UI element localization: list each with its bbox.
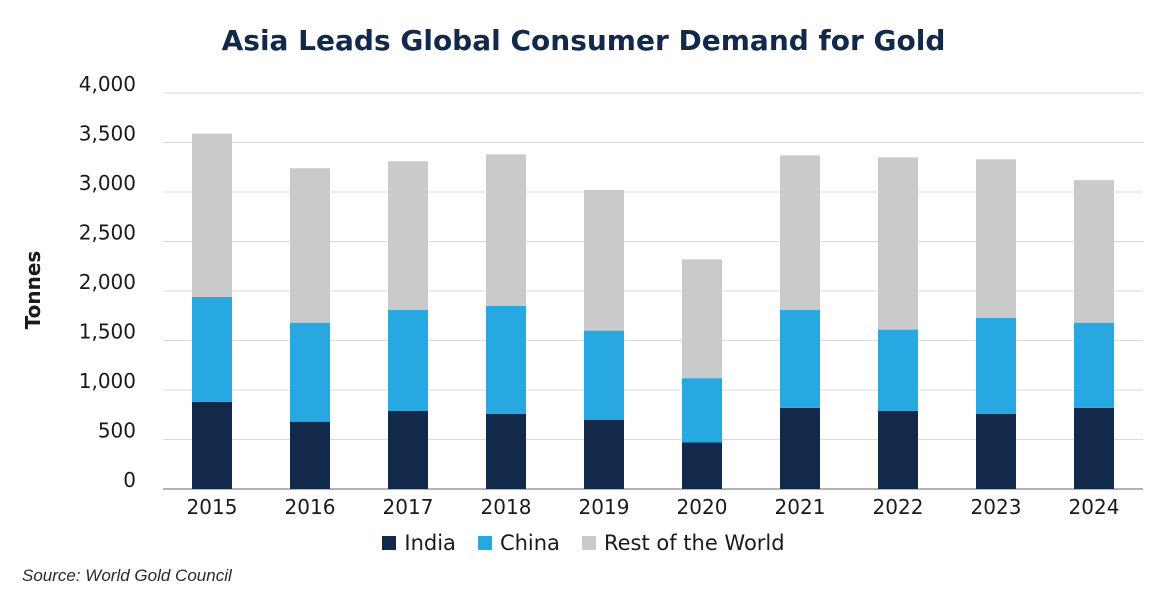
x-tick-label: 2022 (873, 495, 924, 519)
bar-rest-of-the-world-2017 (388, 161, 428, 310)
bar-china-2023 (976, 317, 1016, 414)
y-tick-label: 4,000 (79, 72, 136, 96)
x-tick-label: 2016 (285, 495, 336, 519)
bar-china-2020 (682, 378, 722, 443)
legend-item: India (382, 531, 456, 555)
bar-india-2024 (1074, 407, 1114, 489)
legend-swatch (477, 536, 492, 550)
bar-rest-of-the-world-2024 (1074, 180, 1114, 323)
bar-india-2019 (584, 419, 624, 489)
x-tick-labels: 2015 2016 2017 2018 2019 2020 2021 2022 2023 2024 (187, 495, 1120, 519)
legend-item: China (477, 531, 560, 555)
chart-plot: 05001,0001,5002,0002,5003,0003,5004,000 … (21, 72, 1143, 519)
bar-china-2022 (878, 329, 918, 411)
bar-rest-of-the-world-2019 (584, 190, 624, 331)
bar-rest-of-the-world-2022 (878, 157, 918, 330)
y-axis-label: Tonnes (21, 251, 45, 330)
legend: India China Rest of the World (0, 531, 1167, 555)
bars (192, 133, 1114, 489)
bar-rest-of-the-world-2018 (486, 154, 526, 306)
legend-item: Rest of the World (581, 531, 785, 555)
legend-label: China (499, 531, 560, 555)
x-tick-label: 2015 (187, 495, 238, 519)
bar-china-2019 (584, 330, 624, 420)
legend-swatch (581, 536, 596, 550)
y-tick-label: 3,000 (79, 171, 136, 195)
bar-rest-of-the-world-2023 (976, 159, 1016, 318)
bar-china-2015 (192, 296, 232, 402)
bar-india-2023 (976, 413, 1016, 489)
bar-rest-of-the-world-2015 (192, 133, 232, 297)
bar-india-2017 (388, 410, 428, 489)
x-tick-label: 2019 (579, 495, 630, 519)
x-tick-label: 2017 (383, 495, 434, 519)
y-tick-label: 2,500 (79, 221, 136, 245)
bar-china-2021 (780, 309, 820, 408)
x-tick-label: 2018 (481, 495, 532, 519)
legend-swatch (382, 536, 397, 550)
y-tick-label: 1,500 (79, 320, 136, 344)
bar-india-2022 (878, 410, 918, 489)
bar-rest-of-the-world-2020 (682, 259, 722, 379)
x-tick-label: 2024 (1069, 495, 1120, 519)
y-tick-label: 3,500 (79, 122, 136, 146)
legend-label: Rest of the World (603, 531, 785, 555)
y-tick-label: 1,000 (79, 369, 136, 393)
x-tick-label: 2020 (677, 495, 728, 519)
x-tick-label: 2021 (775, 495, 826, 519)
bar-rest-of-the-world-2016 (290, 168, 330, 323)
x-tick-label: 2023 (971, 495, 1022, 519)
bar-india-2016 (290, 421, 330, 489)
y-tick-label: 0 (123, 468, 136, 492)
bar-china-2018 (486, 305, 526, 414)
legend-label: India (404, 531, 456, 555)
bar-india-2021 (780, 407, 820, 489)
bar-china-2016 (290, 322, 330, 422)
bar-india-2018 (486, 413, 526, 489)
bar-rest-of-the-world-2021 (780, 155, 820, 310)
y-tick-labels: 0 500 1,000 1,500 2,000 2,500 3,000 3,500 4,000 (79, 72, 136, 492)
chart-title: Asia Leads Global Consumer Demand for Go… (221, 24, 946, 57)
bar-india-2020 (682, 442, 722, 489)
y-tick-label: 2,000 (79, 270, 136, 294)
bar-china-2017 (388, 309, 428, 411)
y-tick-label: 500 (98, 419, 136, 443)
bar-india-2015 (192, 401, 232, 489)
bar-china-2024 (1074, 322, 1114, 408)
source-note: Source: World Gold Council (22, 566, 232, 585)
